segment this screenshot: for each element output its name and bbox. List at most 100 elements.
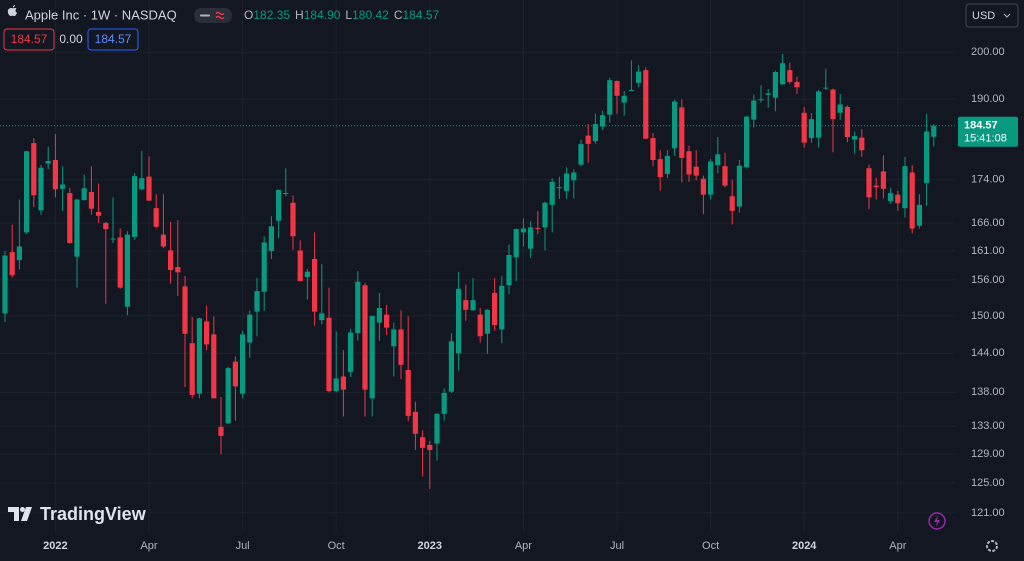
candle-body bbox=[355, 281, 361, 334]
candle-body bbox=[909, 172, 915, 229]
currency-button[interactable] bbox=[965, 3, 1019, 28]
candle-body bbox=[333, 378, 339, 392]
candle-body bbox=[880, 171, 886, 189]
candle-body bbox=[189, 343, 195, 395]
candle-body bbox=[304, 271, 310, 277]
x-tick-label: Jul bbox=[236, 540, 250, 552]
candle-body bbox=[801, 112, 807, 143]
candle-body bbox=[672, 101, 678, 149]
alert-icon[interactable] bbox=[928, 512, 946, 530]
candle-body bbox=[247, 314, 253, 343]
candle-body bbox=[492, 292, 498, 326]
candle-body bbox=[859, 137, 865, 151]
logo-dot bbox=[20, 507, 25, 512]
candle-body bbox=[139, 178, 145, 190]
candle-body bbox=[837, 104, 843, 113]
candle-body bbox=[261, 242, 267, 292]
candle-body bbox=[499, 285, 505, 330]
grid bbox=[0, 0, 955, 532]
candle-body bbox=[765, 93, 771, 95]
candle-body bbox=[74, 199, 80, 257]
candle-body bbox=[384, 314, 390, 328]
candle-body bbox=[175, 267, 181, 273]
ohlc-label: H bbox=[295, 8, 304, 22]
y-tick-label: 174.00 bbox=[971, 174, 1005, 186]
spread: 0.00 bbox=[59, 32, 83, 46]
candle-body bbox=[744, 116, 750, 168]
logo-text: TradingView bbox=[40, 504, 147, 524]
candle-body bbox=[542, 202, 548, 228]
candle-body bbox=[571, 172, 577, 181]
candle-body bbox=[240, 334, 246, 394]
candle-body bbox=[484, 309, 490, 334]
candle-body bbox=[225, 368, 231, 424]
countdown: 15:41:08 bbox=[964, 133, 1007, 145]
y-tick-label: 200.00 bbox=[971, 46, 1005, 58]
candle-body bbox=[808, 119, 814, 139]
candle-body bbox=[117, 237, 123, 288]
toggle-pill[interactable] bbox=[194, 8, 232, 23]
candle-body bbox=[81, 188, 87, 201]
candle-body bbox=[693, 166, 699, 176]
candle-body bbox=[391, 329, 397, 347]
candle-body bbox=[895, 194, 901, 204]
candle-body bbox=[506, 254, 512, 286]
ohlc-value: 184.57 bbox=[402, 8, 439, 22]
x-tick-label: 2024 bbox=[792, 540, 817, 552]
x-tick-label: Apr bbox=[515, 540, 532, 552]
y-tick-label: 166.00 bbox=[971, 217, 1005, 229]
x-tick-label: Apr bbox=[889, 540, 906, 552]
chevron bbox=[1003, 13, 1011, 18]
candle-body bbox=[650, 138, 656, 160]
y-tick-label: 161.00 bbox=[971, 245, 1005, 257]
candle-body bbox=[657, 159, 663, 178]
y-tick-label: 150.00 bbox=[971, 310, 1005, 322]
candle-body bbox=[45, 161, 51, 164]
candle-body bbox=[787, 70, 793, 82]
candle-body bbox=[729, 196, 735, 211]
candle-body bbox=[751, 100, 757, 120]
candle-body bbox=[556, 187, 562, 189]
candle-body bbox=[614, 80, 620, 96]
candle-body bbox=[211, 334, 217, 399]
settings-icon[interactable] bbox=[986, 540, 998, 552]
candle-body bbox=[664, 155, 670, 175]
candle-body bbox=[9, 252, 15, 276]
candle-body bbox=[168, 250, 174, 270]
candle-body bbox=[520, 228, 526, 233]
bid-box[interactable] bbox=[3, 28, 55, 51]
candle-body bbox=[348, 332, 354, 372]
candle-body bbox=[312, 259, 318, 312]
ohlc-value: 182.35 bbox=[253, 8, 290, 22]
candle-body bbox=[124, 234, 130, 307]
candle-body bbox=[376, 307, 382, 323]
bid-price: 184.57 bbox=[11, 32, 48, 46]
candle-body bbox=[283, 193, 289, 195]
ohlc-value: 184.90 bbox=[304, 8, 341, 22]
candle-body bbox=[700, 178, 706, 195]
candle-body bbox=[319, 313, 325, 321]
candle-body bbox=[16, 246, 22, 261]
candle-body bbox=[362, 285, 368, 390]
candle-body bbox=[153, 208, 159, 227]
candle-body bbox=[830, 89, 836, 120]
ask-box[interactable] bbox=[87, 28, 139, 51]
candle-body bbox=[852, 136, 858, 140]
y-tick-label: 156.00 bbox=[971, 274, 1005, 286]
y-tick-label: 133.00 bbox=[971, 420, 1005, 432]
x-tick-label: Jul bbox=[610, 540, 624, 552]
price-label-box bbox=[958, 116, 1018, 147]
ohlc-label: C bbox=[394, 8, 403, 22]
candle-body bbox=[67, 193, 73, 244]
candle-body bbox=[132, 176, 138, 237]
candle-body bbox=[2, 255, 8, 314]
bolt bbox=[934, 515, 940, 527]
apple-icon bbox=[7, 5, 17, 16]
candle-body bbox=[276, 189, 282, 221]
candle-body bbox=[636, 71, 642, 83]
y-tick-label: 125.00 bbox=[971, 477, 1005, 489]
candle-body bbox=[794, 81, 800, 88]
candle-body bbox=[470, 300, 476, 311]
